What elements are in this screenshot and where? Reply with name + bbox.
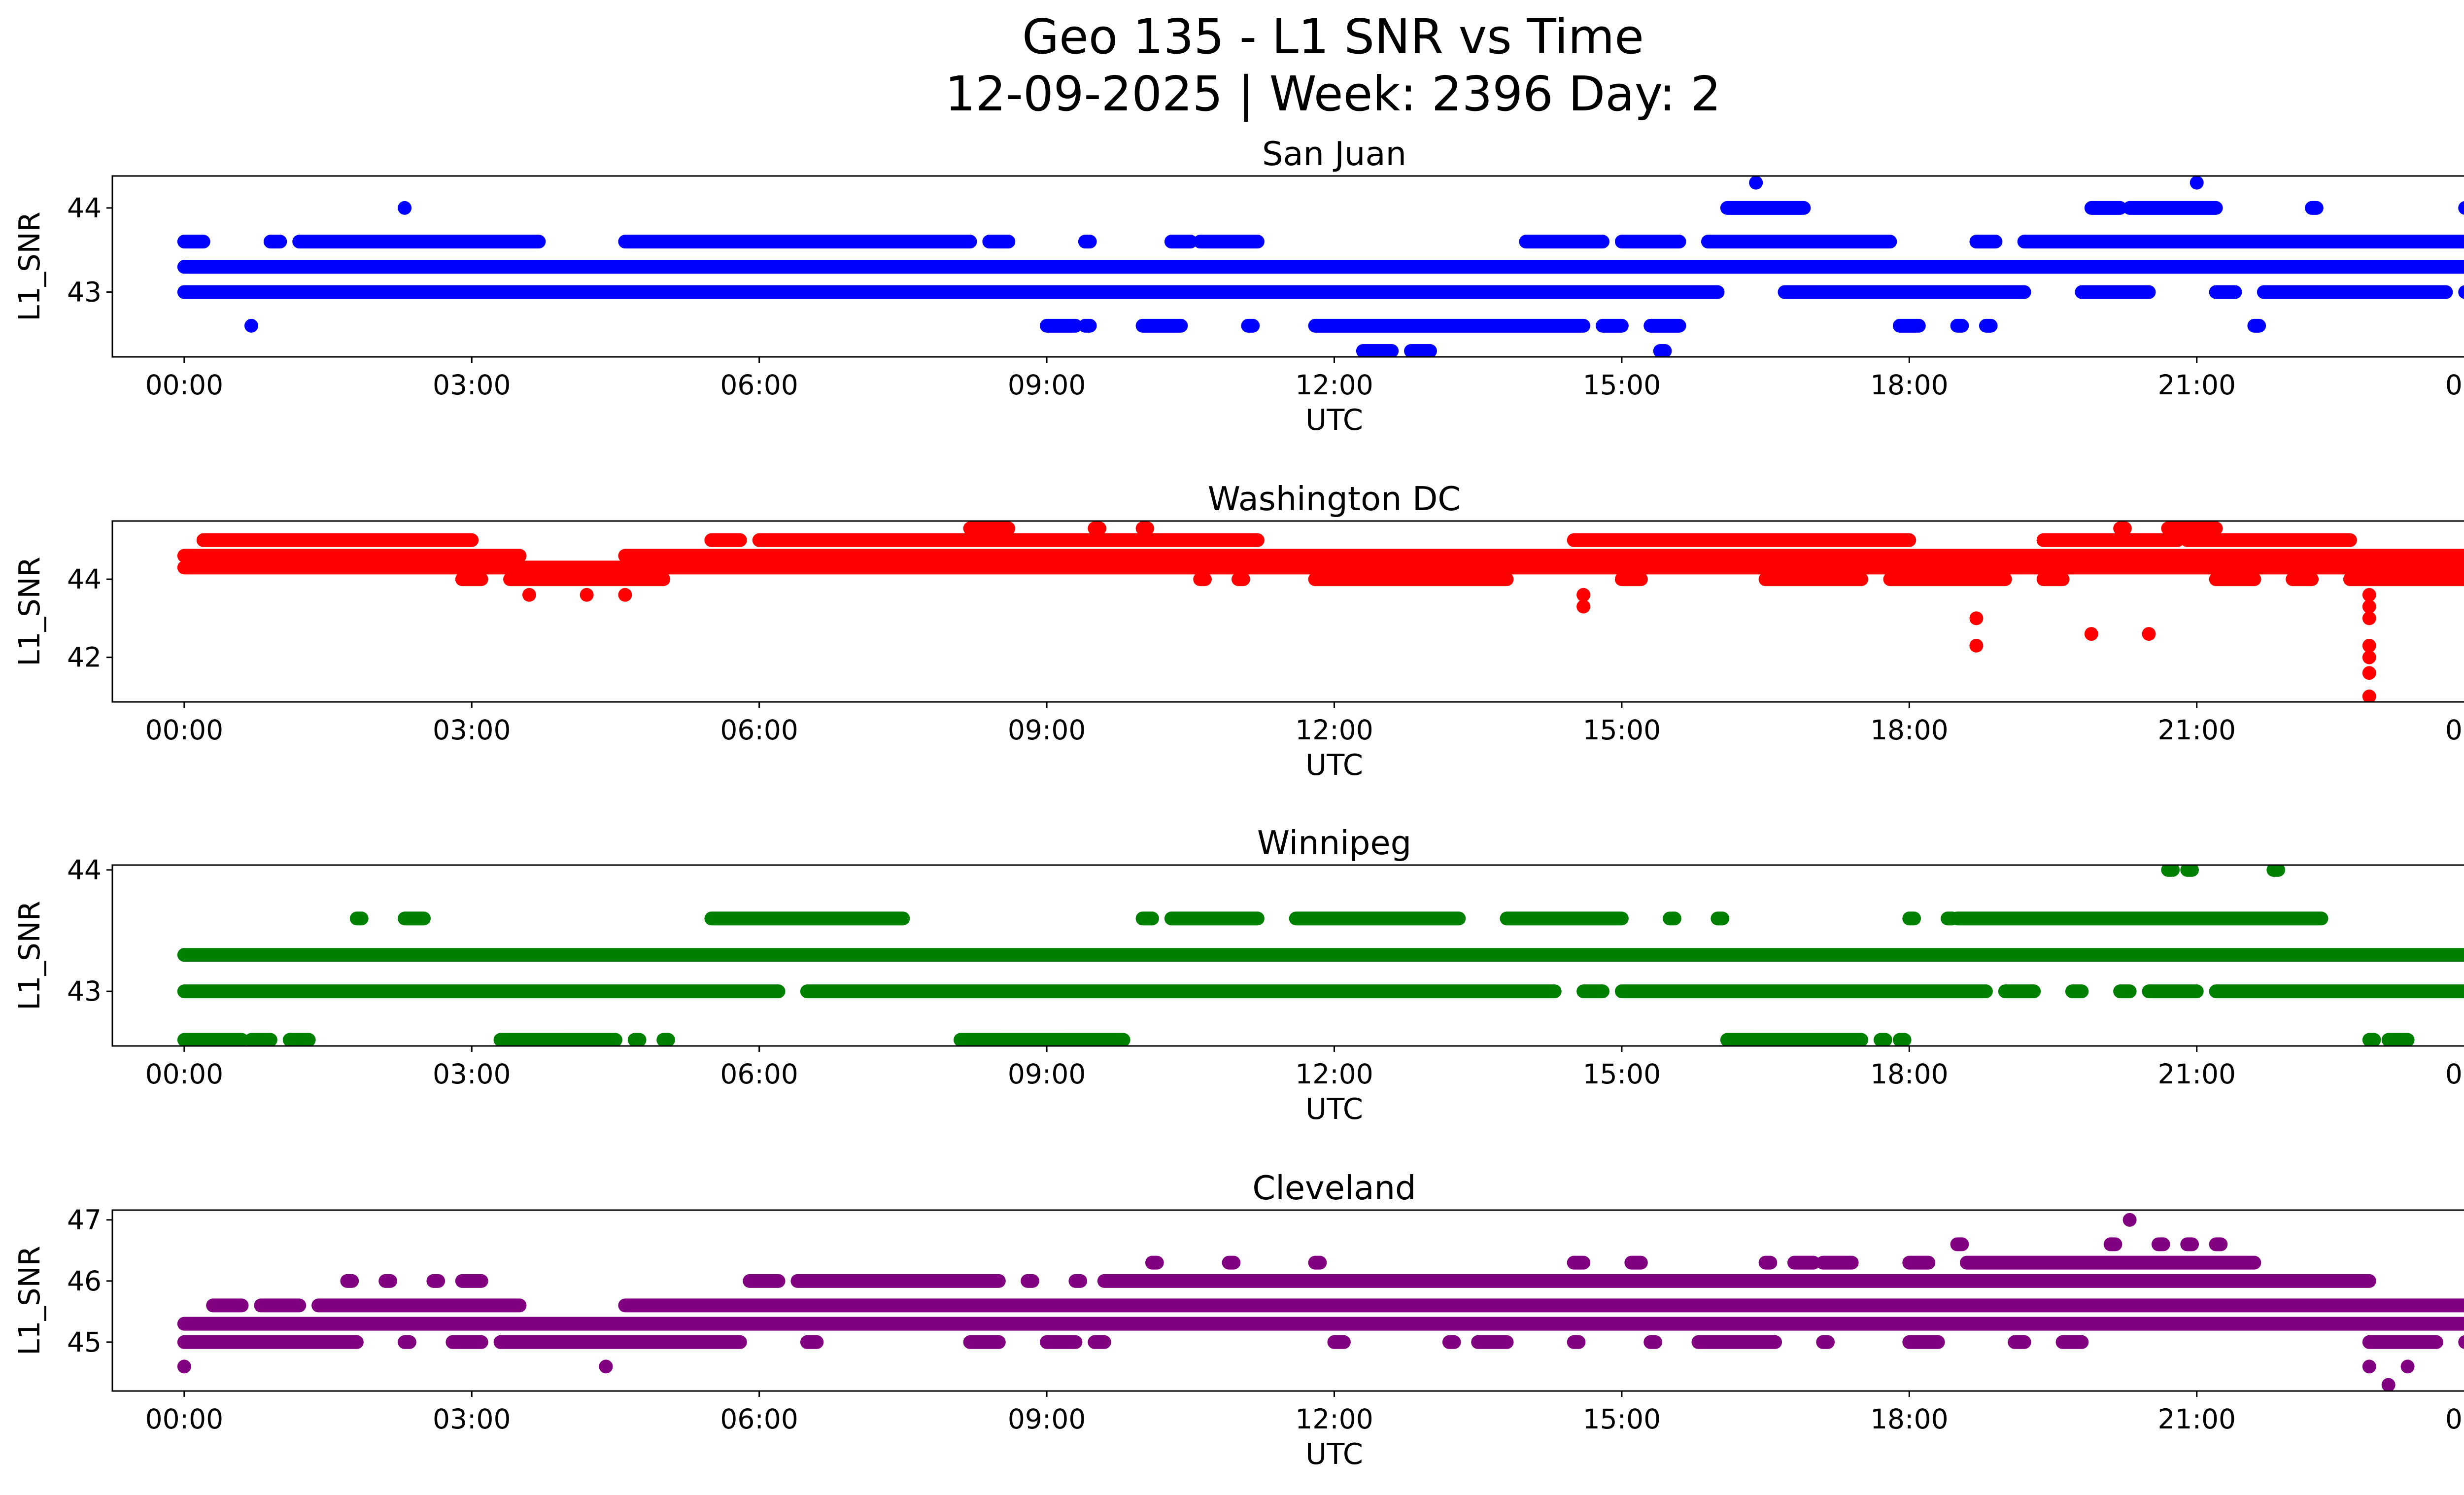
- washington-dc-title: Washington DC: [1208, 480, 1461, 518]
- cleveland-panel: Cleveland 00:00 03:00 06:00 09:00 12:00 15:00 1…: [12, 1169, 2464, 1471]
- san-juan-x-tick-label: 00:00: [145, 369, 224, 401]
- washington-dc-y-tick-label: 42: [67, 642, 102, 673]
- winnipeg-x-tick-label: 18:00: [1870, 1058, 1949, 1090]
- figure-title-line2: 12-09-2025 | Week: 2396 Day: 2: [945, 66, 1721, 122]
- winnipeg-y-axis-label: L1_SNR: [12, 901, 46, 1010]
- cleveland-x-axis-label: UTC: [1305, 1437, 1363, 1471]
- winnipeg-y-tick-label: 44: [67, 854, 102, 886]
- san-juan-x-tick-label: 18:00: [1870, 369, 1949, 401]
- cleveland-x-tick-label: 12:00: [1295, 1403, 1373, 1435]
- cleveland-points: [177, 1213, 2464, 1391]
- winnipeg-x-tick-label: 21:00: [2157, 1058, 2236, 1090]
- figure-title-line1: Geo 135 - L1 SNR vs Time: [1022, 9, 1644, 65]
- san-juan-y-tick-label: 43: [67, 277, 102, 308]
- washington-dc-point: [1969, 611, 1984, 626]
- cleveland-x-tick-label: 21:00: [2157, 1403, 2236, 1435]
- washington-dc-point: [2142, 627, 2156, 641]
- san-juan-x-tick-label: 03:00: [433, 369, 511, 401]
- winnipeg-panel: Winnipeg 00:00 03:00 06:00 09:00 12:00 15:00 18…: [12, 824, 2464, 1126]
- san-juan-x-tick-label: 09:00: [1008, 369, 1086, 401]
- washington-dc-x-tick-label: 00:00: [145, 714, 224, 746]
- washington-dc-x-axis-label: UTC: [1305, 748, 1363, 782]
- san-juan-title: San Juan: [1262, 135, 1406, 173]
- washington-dc-x-tick-label: 18:00: [1870, 714, 1949, 746]
- san-juan-y-tick-label: 44: [67, 192, 102, 224]
- winnipeg-x-tick-label: 00:00: [145, 1058, 224, 1090]
- washington-dc-point: [2362, 650, 2376, 664]
- washington-dc-y-tick-label: 44: [67, 563, 102, 595]
- cleveland-y-tick-label: 46: [67, 1265, 102, 1297]
- cleveland-x-tick-label: 15:00: [1583, 1403, 1661, 1435]
- san-juan-x-tick-label: 12:00: [1295, 369, 1373, 401]
- cleveland-x-tick-label: 09:00: [1008, 1403, 1086, 1435]
- washington-dc-x-tick-label: 21:00: [2157, 714, 2236, 746]
- winnipeg-x-tick-label: 03:00: [433, 1058, 511, 1090]
- washington-dc-points: [177, 522, 2464, 702]
- winnipeg-x-tick-label: 15:00: [1583, 1058, 1661, 1090]
- washington-dc-point: [1969, 638, 1984, 653]
- winnipeg-x-tick-label: 00:00: [2445, 1058, 2464, 1090]
- cleveland-point: [2362, 1359, 2376, 1374]
- san-juan-point: [2190, 176, 2204, 190]
- washington-dc-point: [618, 588, 632, 602]
- cleveland-y-tick-label: 47: [67, 1204, 102, 1236]
- cleveland-point: [177, 1359, 191, 1374]
- san-juan-point: [1749, 176, 1763, 190]
- san-juan-point: [398, 201, 412, 215]
- washington-dc-x-tick-label: 00:00: [2445, 714, 2464, 746]
- san-juan-y-axis-label: L1_SNR: [12, 211, 46, 321]
- washington-dc-panel: Washington DC 00:00 03:00 06:00 09:00 12:00 15…: [12, 480, 2464, 782]
- winnipeg-x-tick-label: 09:00: [1008, 1058, 1086, 1090]
- washington-dc-point: [2362, 611, 2376, 626]
- winnipeg-y-tick-label: 43: [67, 975, 102, 1007]
- cleveland-x-tick-label: 18:00: [1870, 1403, 1949, 1435]
- cleveland-point: [2122, 1213, 2137, 1227]
- washington-dc-axes-frame: [111, 520, 2464, 703]
- washington-dc-x-tick-label: 03:00: [433, 714, 511, 746]
- winnipeg-x-tick-label: 12:00: [1295, 1058, 1373, 1090]
- winnipeg-x-tick-label: 06:00: [720, 1058, 798, 1090]
- cleveland-point: [2381, 1378, 2396, 1391]
- washington-dc-point: [1576, 588, 1591, 602]
- washington-dc-point: [2362, 599, 2376, 614]
- cleveland-y-axis-label: L1_SNR: [12, 1246, 46, 1356]
- san-juan-x-tick-label: 00:00: [2445, 369, 2464, 401]
- cleveland-point: [2400, 1359, 2415, 1374]
- washington-dc-x-tick-label: 09:00: [1008, 714, 1086, 746]
- washington-dc-point: [522, 588, 536, 602]
- washington-dc-x-tick-label: 12:00: [1295, 714, 1373, 746]
- san-juan-x-tick-label: 15:00: [1583, 369, 1661, 401]
- washington-dc-x-tick-label: 15:00: [1583, 714, 1661, 746]
- winnipeg-x-axis-label: UTC: [1305, 1092, 1363, 1126]
- san-juan-points: [177, 176, 2464, 357]
- washington-dc-point: [2362, 638, 2376, 653]
- washington-dc-point: [1576, 599, 1591, 614]
- cleveland-point: [599, 1359, 613, 1374]
- cleveland-title: Cleveland: [1252, 1169, 1416, 1207]
- cleveland-x-tick-label: 00:00: [145, 1403, 224, 1435]
- cleveland-y-tick-label: 45: [67, 1326, 102, 1358]
- san-juan-x-axis-label: UTC: [1305, 403, 1363, 437]
- washington-dc-point: [2362, 689, 2376, 702]
- washington-dc-point: [580, 588, 594, 602]
- washington-dc-y-axis-label: L1_SNR: [12, 556, 46, 666]
- washington-dc-x-tick-label: 06:00: [720, 714, 798, 746]
- cleveland-x-tick-label: 06:00: [720, 1403, 798, 1435]
- san-juan-point: [244, 318, 258, 333]
- washington-dc-point: [2084, 627, 2098, 641]
- cleveland-x-tick-label: 00:00: [2445, 1403, 2464, 1435]
- san-juan-x-tick-label: 06:00: [720, 369, 798, 401]
- cleveland-x-tick-label: 03:00: [433, 1403, 511, 1435]
- winnipeg-title: Winnipeg: [1257, 824, 1411, 862]
- san-juan-panel: San Juan 00:00 03:00 06:00 09:00 12:00 15:00 18…: [12, 135, 2464, 437]
- winnipeg-points: [177, 865, 2464, 1046]
- washington-dc-point: [2362, 666, 2376, 680]
- washington-dc-point: [2362, 588, 2376, 602]
- san-juan-x-tick-label: 21:00: [2157, 369, 2236, 401]
